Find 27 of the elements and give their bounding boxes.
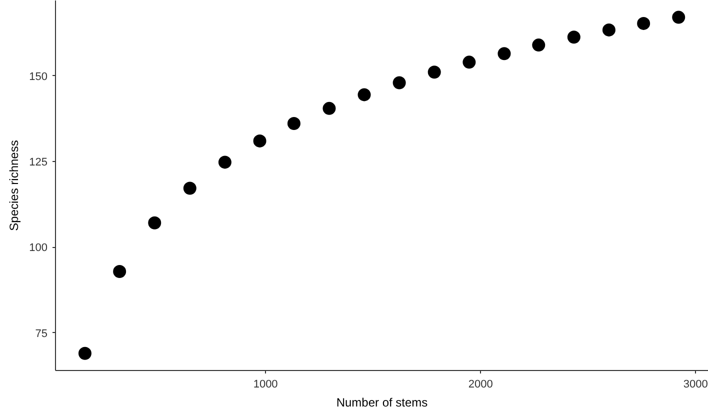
y-tick-label: 150 [29, 70, 48, 83]
x-axis-title: Number of stems [336, 396, 428, 410]
point [462, 56, 476, 69]
x-tick-label: 2000 [468, 378, 493, 390]
point [358, 88, 371, 102]
point [567, 30, 580, 44]
point [113, 265, 126, 278]
point [253, 134, 266, 148]
point [218, 156, 232, 169]
point [392, 76, 406, 90]
point [672, 10, 686, 24]
point [287, 117, 300, 130]
point [428, 66, 441, 79]
y-tick-label: 125 [29, 156, 48, 169]
point [148, 216, 162, 230]
point [78, 346, 92, 360]
x-tick-label: 3000 [683, 378, 708, 390]
point [602, 23, 616, 36]
point [183, 182, 196, 195]
y-tick-label: 100 [29, 242, 48, 254]
x-tick-label: 1000 [253, 378, 278, 390]
point [322, 102, 336, 115]
point [498, 47, 511, 60]
y-axis-title: Species richness [7, 140, 22, 231]
y-tick-label: 75 [35, 328, 48, 340]
point [532, 38, 546, 52]
point [637, 16, 650, 30]
